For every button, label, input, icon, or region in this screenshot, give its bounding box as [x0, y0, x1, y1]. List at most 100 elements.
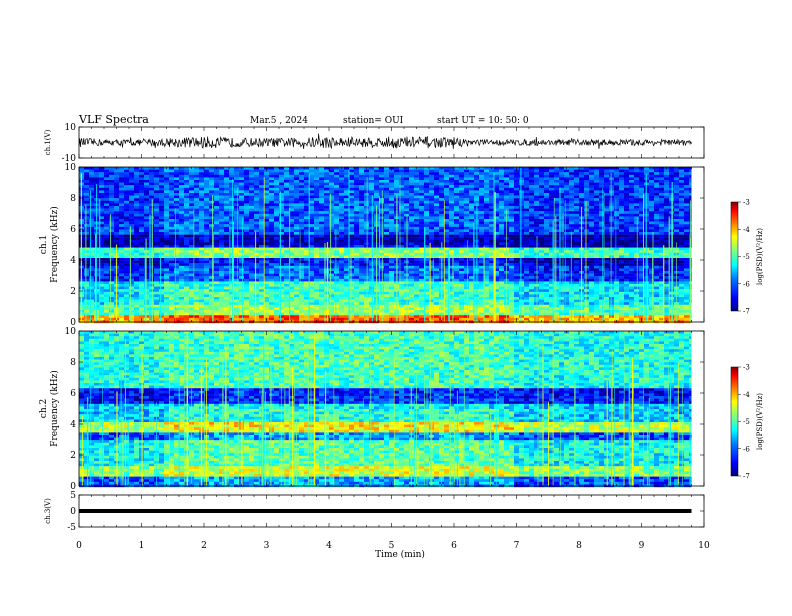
ch1-spectrogram-cell [199, 175, 204, 178]
ch1-spectrogram-cell [224, 232, 229, 235]
ch1-spectrogram-cell [244, 263, 249, 266]
ch1-spectrogram-cell [339, 222, 344, 225]
ch1-spectrogram-cell [214, 224, 219, 227]
ch1-spectrogram-cell [234, 172, 239, 175]
ch1-spectrogram-cell [224, 318, 229, 321]
ch1-spectrogram-cell [209, 211, 214, 214]
ch1-spectrogram-cell [224, 284, 229, 287]
ch1-spectrogram-cell [204, 235, 209, 238]
ch1-spectrogram-cell [299, 284, 304, 287]
ch1-spectrogram-cell [334, 302, 339, 305]
ch1-spectrogram-cell [269, 172, 274, 175]
ch1-spectrogram-cell [319, 188, 324, 191]
ch1-spectrogram-cell [249, 203, 254, 206]
ch1-spectrogram-cell [274, 196, 279, 199]
ch1-spectrogram-cell [454, 183, 459, 186]
ch1-spectrogram-cell [214, 276, 219, 279]
ch1-spectrogram-cell [164, 240, 169, 243]
ch1-spectrogram-cell [444, 227, 449, 230]
ch1-spectrogram-cell [429, 229, 434, 232]
ch1-spectrogram-cell [269, 224, 274, 227]
ch1-spectrogram-cell [89, 180, 94, 183]
ch1-spectrogram-cell [374, 190, 379, 193]
ch1-spectrogram-cell [309, 276, 314, 279]
ch1-spectrogram-cell [444, 235, 449, 238]
ch1-spectrogram-cell [464, 237, 469, 240]
ch1-spectrogram-cell [144, 190, 149, 193]
ch1-spectrogram-cell [279, 177, 284, 180]
ch1-spectrogram-cell [364, 242, 369, 245]
ch1-spectrogram-cell [464, 305, 469, 308]
ch1-spectrogram-cell [364, 240, 369, 243]
ch1-spectrogram-cell [299, 235, 304, 238]
ch1-spectrogram-cell [229, 185, 234, 188]
ch1-spectrogram-cell [434, 201, 439, 204]
ch1-spectrogram-cell [309, 242, 314, 245]
ch1-spectrogram-cell [114, 211, 119, 214]
ch1-spectrogram-cell [419, 287, 424, 290]
ch1-spectrogram-cell [314, 313, 319, 316]
ch1-spectrogram-cell [434, 313, 439, 316]
ch1-spectrogram-cell [129, 297, 134, 300]
ch1-spectrogram-cell [169, 287, 174, 290]
ch1-spectrogram-cell [414, 188, 419, 191]
ch1-spectrogram-cell [294, 287, 299, 290]
ch1-spectrogram-cell [259, 229, 264, 232]
ch1-spectrogram-cell [204, 198, 209, 201]
ch1-spectrogram-cell [364, 261, 369, 264]
ch1-spectrogram-cell [119, 201, 124, 204]
ch1-spectrogram-cell [364, 209, 369, 212]
ch1-spectrogram-cell [184, 250, 189, 253]
ch1-spectrogram-cell [479, 258, 484, 261]
ch1-spectrogram-cell [429, 206, 434, 209]
ch1-spectrogram-cell [459, 188, 464, 191]
ch1-spectrogram-cell [244, 180, 249, 183]
ch1-spectrogram-cell [329, 177, 334, 180]
ch1-spectrogram-cell [239, 289, 244, 292]
ch1-spectrogram-cell [179, 248, 184, 251]
ch1-spectrogram-cell [384, 258, 389, 261]
ch1-spectrogram-cell [184, 318, 189, 321]
ch1-spectrogram-cell [249, 242, 254, 245]
ch1-spectrogram-cell [89, 219, 94, 222]
ch1-spectrogram-cell [194, 216, 199, 219]
ch1-spectrogram-cell [264, 284, 269, 287]
ch1-spectrogram-cell [89, 274, 94, 277]
ch1-spectrogram-cell [154, 177, 159, 180]
ch1-spectrogram-cell [384, 172, 389, 175]
ch1-spectrogram-cell [159, 266, 164, 269]
ch1-spectrogram-cell [414, 279, 419, 282]
ch1-spectrogram-cell [364, 229, 369, 232]
ch1-spectrogram-cell [249, 250, 254, 253]
ch1-spectrogram-cell [284, 274, 289, 277]
ch1-spectrogram-cell [334, 268, 339, 271]
ch1-spectrogram-cell [184, 268, 189, 271]
ch1-spectrogram-cell [124, 281, 129, 284]
ch1-spectrogram-cell [349, 279, 354, 282]
ch1-spectrogram-cell [214, 250, 219, 253]
ch1-spectrogram-cell [224, 268, 229, 271]
ch1-spectrogram-cell [404, 175, 409, 178]
ch1-spectrogram-cell [299, 315, 304, 318]
ch1-spectrogram-cell [264, 227, 269, 230]
ch1-spectrogram-cell [194, 261, 199, 264]
ch1-spectrogram-cell [304, 302, 309, 305]
ch1-spectrogram-cell [104, 240, 109, 243]
ch1-spectrogram-cell [104, 183, 109, 186]
ch1-spectrogram-cell [189, 193, 194, 196]
ch1-spectrogram-cell [119, 315, 124, 318]
ch1-spectrogram-cell [269, 292, 274, 295]
ch1-spectrogram-cell [209, 190, 214, 193]
ch1-spectrogram-cell [349, 227, 354, 230]
ch1-spectrogram-cell [249, 196, 254, 199]
ch1-spectrogram-cell [359, 274, 364, 277]
ch1-spectrogram-cell [179, 196, 184, 199]
ch1-spectrogram-cell [204, 255, 209, 258]
ch1-spectrogram-cell [179, 203, 184, 206]
ch1-spectrogram-cell [244, 310, 249, 313]
ch1-spectrogram-cell [194, 292, 199, 295]
ch1-spectrogram-cell [89, 297, 94, 300]
ch1-spectrogram-cell [264, 266, 269, 269]
ch1-spectrogram-cell [459, 185, 464, 188]
ch1-spectrogram-cell [214, 172, 219, 175]
